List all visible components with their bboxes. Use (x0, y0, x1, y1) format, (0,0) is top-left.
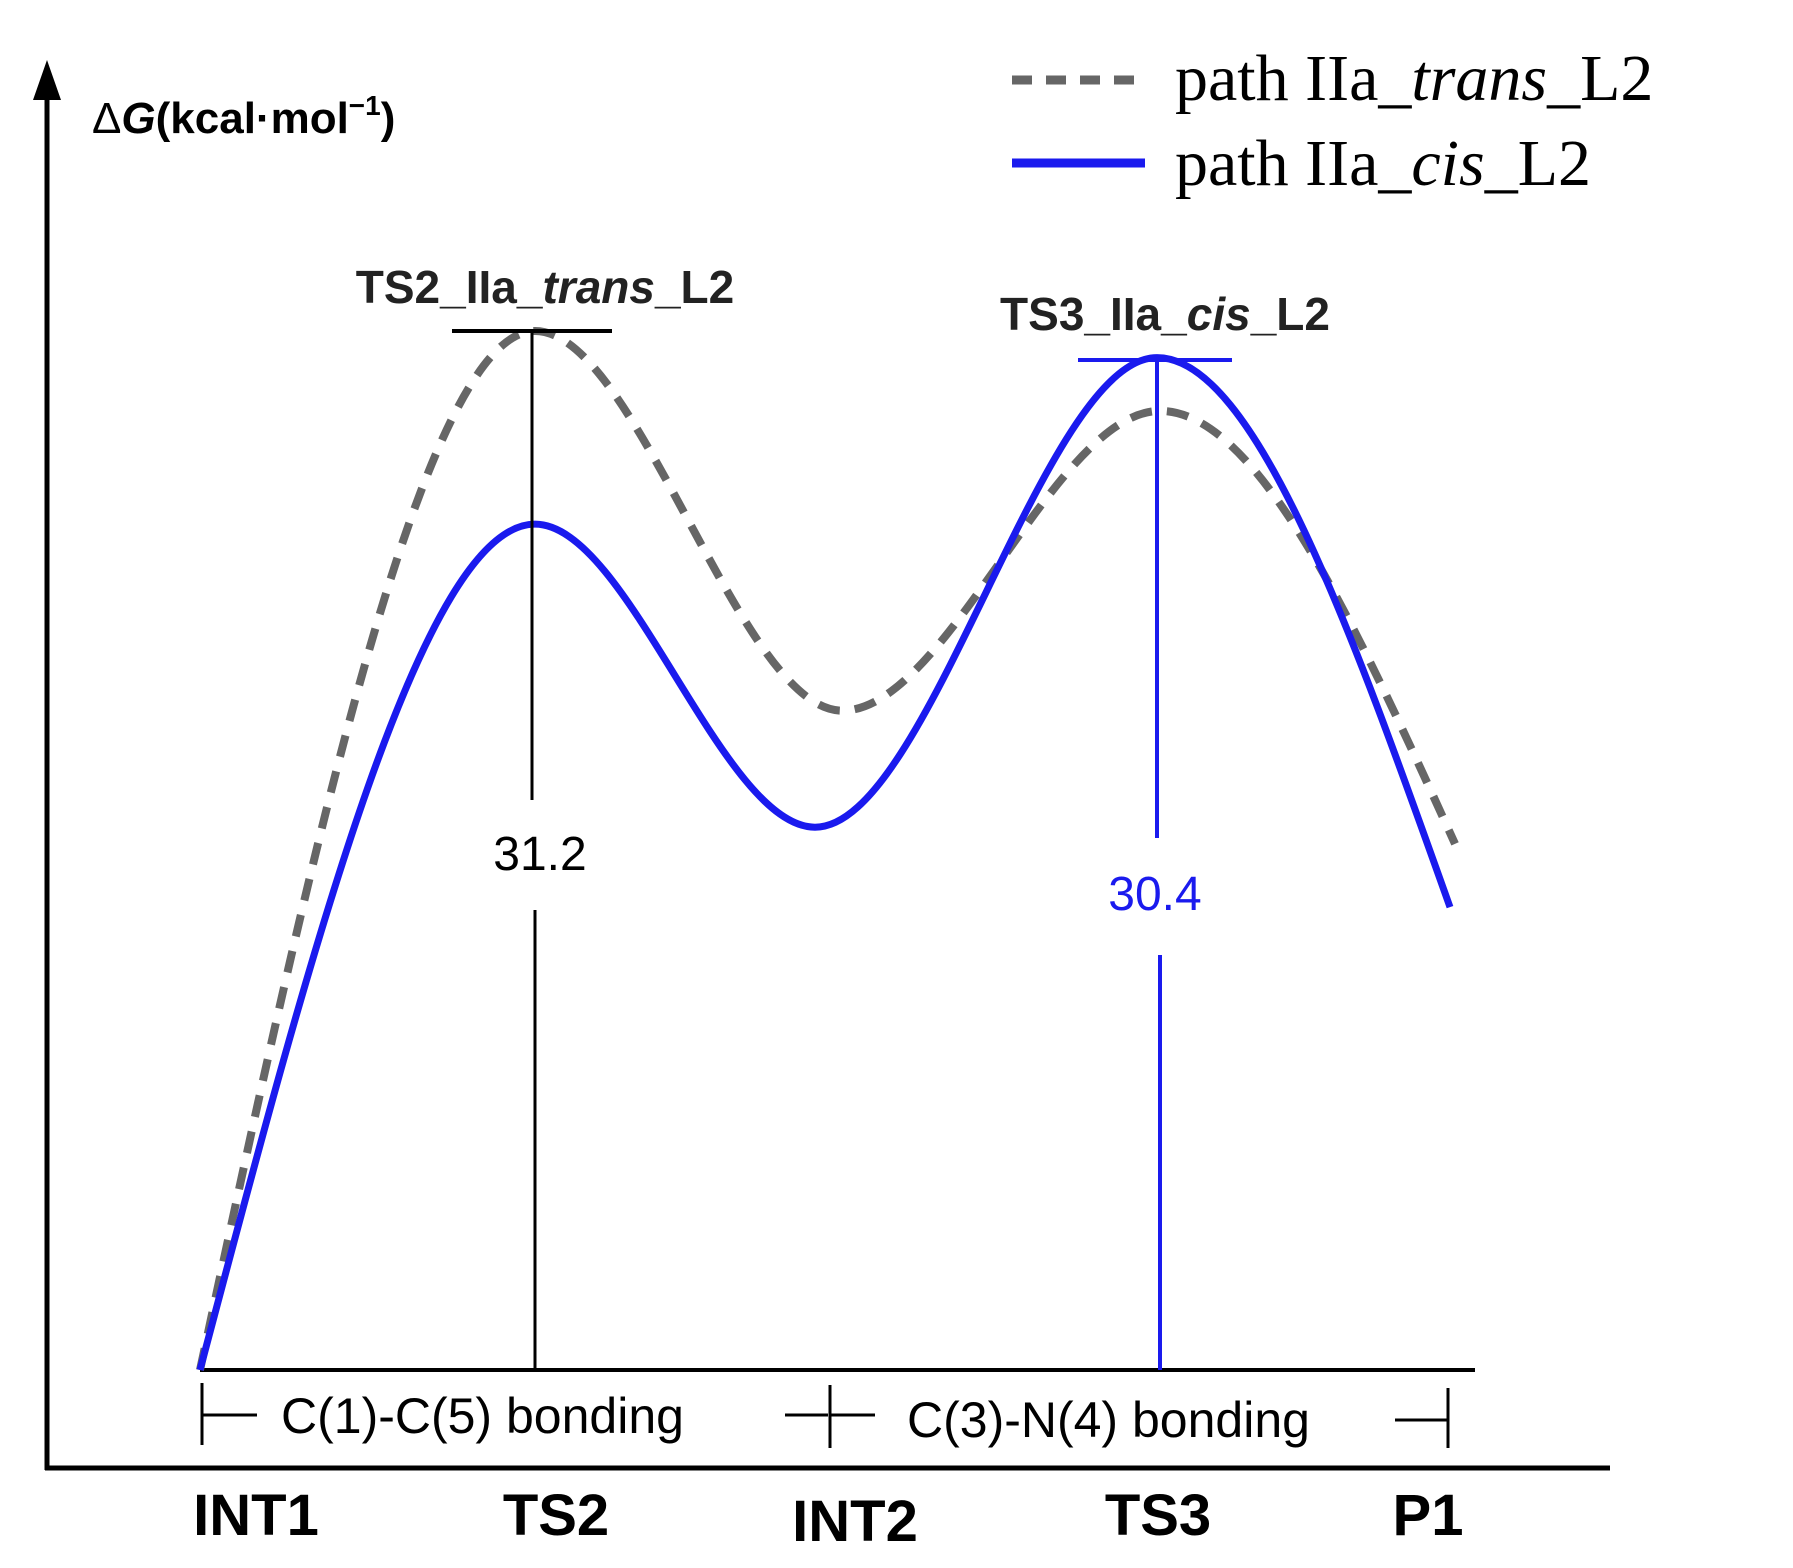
x-tick-label-ts3: TS3 (1105, 1483, 1211, 1548)
ts3-marker: TS3_IIa_cis_L2 30.4 (1000, 288, 1330, 1370)
legend: path IIa_trans_L2 path IIa_cis_L2 (1012, 42, 1653, 200)
annotation-c1-c5-bonding: C(1)-C(5) bonding (281, 1388, 684, 1444)
x-tick-label-p1: P1 (1393, 1483, 1464, 1548)
annotation-c3-n4-bonding: C(3)-N(4) bonding (907, 1392, 1310, 1448)
ts2-marker: TS2_IIa_trans_L2 31.2 (356, 261, 734, 1370)
y-axis-arrowhead (33, 60, 61, 100)
ts3-label: TS3_IIa_cis_L2 (1000, 288, 1330, 340)
x-axis-labels: INT1 TS2 INT2 TS3 P1 (193, 1483, 1463, 1554)
y-axis-label: ΔG(kcal·mol−1) (92, 90, 395, 143)
series-line-trans (196, 326, 1459, 1371)
legend-label-cis: path IIa_cis_L2 (1175, 127, 1591, 200)
axes (33, 60, 1610, 1471)
legend-label-trans: path IIa_trans_L2 (1175, 42, 1653, 115)
bonding-annotations: C(1)-C(5) bonding C(3)-N(4) bonding (200, 1383, 1450, 1448)
ts3-barrier-value: 30.4 (1108, 868, 1201, 921)
x-tick-label-int2: INT2 (792, 1489, 918, 1554)
x-tick-label-ts2: TS2 (503, 1483, 609, 1548)
ts2-barrier-value: 31.2 (493, 828, 586, 881)
x-tick-label-int1: INT1 (193, 1483, 319, 1548)
series-line-cis (196, 354, 1454, 1371)
ts2-label: TS2_IIa_trans_L2 (356, 261, 734, 313)
